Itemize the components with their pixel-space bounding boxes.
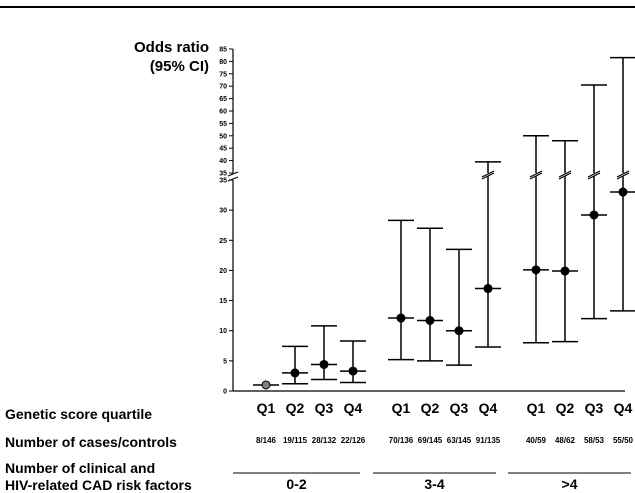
y-tick-label: 20 — [219, 268, 227, 275]
cases-controls-label: 40/59 — [526, 436, 547, 445]
error-bar-break — [587, 172, 601, 180]
y-tick-label: 55 — [219, 121, 227, 128]
error-bar-break — [558, 172, 572, 180]
risk-factor-group-label: 3-4 — [424, 476, 444, 492]
cases-controls-label: 19/115 — [283, 436, 308, 445]
odds-ratio-point — [560, 266, 570, 276]
quartile-label: Q4 — [344, 400, 363, 416]
quartile-label: Q3 — [450, 400, 469, 416]
y-tick-label: 10 — [219, 328, 227, 335]
odds-ratio-point — [290, 368, 300, 378]
cases-controls-label: 63/145 — [447, 436, 472, 445]
odds-ratio-point — [483, 284, 493, 294]
risk-factor-group-label: 0-2 — [286, 476, 306, 492]
error-bar-break — [616, 170, 630, 178]
y-tick-label: 75 — [219, 71, 227, 78]
y-tick-label: 65 — [219, 96, 227, 103]
cases-controls-label: 48/62 — [555, 436, 576, 445]
quartile-label: Q1 — [392, 400, 411, 416]
cases-controls-label: 28/132 — [312, 436, 337, 445]
quartile-label: Q2 — [286, 400, 305, 416]
error-bar-break — [481, 172, 495, 180]
top-rule — [0, 6, 635, 8]
y-axis-label-line-1: Odds ratio — [134, 39, 209, 56]
y-tick-label: 70 — [219, 84, 227, 91]
row-label-quartile: Genetic score quartile — [5, 406, 152, 422]
cases-controls-label: 69/145 — [418, 436, 443, 445]
odds-ratio-point — [396, 313, 406, 323]
quartile-label: Q3 — [585, 400, 604, 416]
odds-ratio-point — [319, 359, 329, 369]
cases-controls-label: 55/50 — [613, 436, 634, 445]
odds-ratio-point — [348, 366, 358, 376]
odds-ratio-point — [589, 210, 599, 220]
odds-ratio-point — [618, 187, 628, 197]
cases-controls-label: 91/135 — [476, 436, 501, 445]
error-bar-break — [587, 170, 601, 178]
y-tick-label: 85 — [219, 47, 227, 54]
odds-ratio-point — [531, 265, 541, 275]
row-label-cases: Number of cases/controls — [5, 434, 177, 450]
odds-ratio-point — [425, 315, 435, 325]
y-tick-label: 15 — [219, 298, 227, 305]
error-bar-break — [529, 172, 543, 180]
cases-controls-label: 8/146 — [256, 436, 277, 445]
quartile-label: Q2 — [556, 400, 575, 416]
error-bar-break — [529, 170, 543, 178]
quartile-label: Q4 — [614, 400, 633, 416]
axis-break-mark — [227, 171, 239, 177]
quartile-label: Q3 — [315, 400, 334, 416]
y-tick-label: 5 — [223, 358, 227, 365]
y-tick-label: 45 — [219, 146, 227, 153]
quartile-label: Q1 — [527, 400, 546, 416]
y-tick-label: 40 — [219, 158, 227, 165]
error-bar-break — [558, 170, 572, 178]
error-bar-break — [481, 170, 495, 178]
y-tick-label: 0 — [223, 389, 227, 396]
row-label-risk-line-2: HIV-related CAD risk factors — [5, 477, 192, 493]
quartile-label: Q1 — [257, 400, 276, 416]
risk-factor-group-label: >4 — [562, 476, 578, 492]
y-tick-label: 35 — [219, 171, 227, 178]
odds-ratio-point — [454, 326, 464, 336]
y-tick-label: 60 — [219, 109, 227, 116]
y-tick-label: 80 — [219, 59, 227, 66]
y-tick-label: 25 — [219, 238, 227, 245]
y-tick-label: 35 — [219, 178, 227, 185]
row-label-risk-line-1: Number of clinical and — [5, 460, 155, 476]
error-bar-break — [616, 172, 630, 180]
y-tick-label: 30 — [219, 208, 227, 215]
cases-controls-label: 58/53 — [584, 436, 605, 445]
cases-controls-label: 22/126 — [341, 436, 366, 445]
quartile-label: Q4 — [479, 400, 498, 416]
cases-controls-label: 70/136 — [389, 436, 414, 445]
quartile-label: Q2 — [421, 400, 440, 416]
y-tick-label: 50 — [219, 133, 227, 140]
reference-point — [261, 380, 271, 390]
y-axis-label-line-2: (95% CI) — [150, 58, 209, 75]
